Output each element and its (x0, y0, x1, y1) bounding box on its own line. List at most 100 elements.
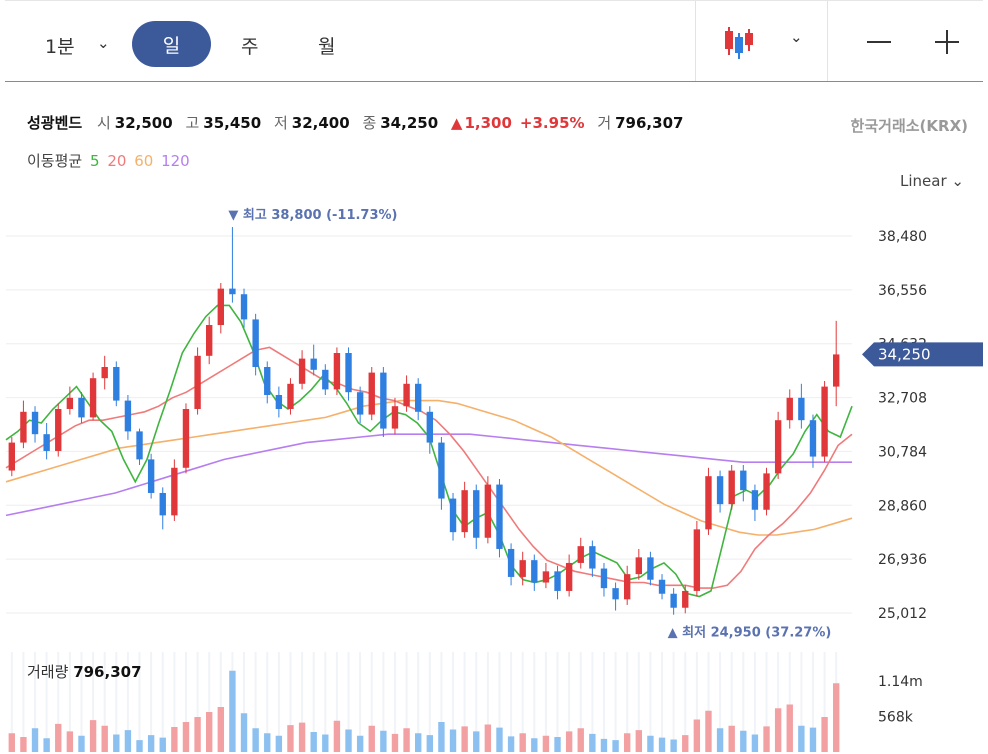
chevron-down-icon[interactable]: ⌄ (97, 34, 110, 52)
candle-body (821, 386, 828, 457)
candle-body (693, 529, 701, 591)
candle-body (182, 408, 190, 468)
volume-bar (182, 722, 190, 752)
volume-bar (415, 733, 422, 752)
volume-bar (461, 726, 468, 752)
candle-body (531, 560, 538, 583)
candle-body (322, 369, 329, 390)
volume-bar (264, 733, 271, 752)
y-tick-label: 38,480 (878, 229, 927, 245)
volume-bar (136, 740, 143, 752)
last-price-label: 34,250 (878, 345, 931, 363)
volume-bar (484, 724, 492, 752)
change-percent: +3.95% (519, 114, 585, 132)
volume-bar (589, 733, 596, 752)
open-value: 32,500 (114, 114, 173, 132)
volume-bar (333, 720, 341, 752)
volume-bar (693, 719, 701, 752)
candle-body (206, 325, 213, 356)
volume-bar (682, 735, 689, 752)
candle-body (264, 367, 271, 395)
y-tick-label: 36,556 (878, 283, 927, 299)
candle-body (658, 579, 666, 594)
candle-body (345, 353, 352, 393)
candle-body (751, 490, 759, 510)
volume-bar (774, 708, 782, 752)
candle-body (426, 411, 433, 443)
candle-body (786, 397, 793, 421)
candle-body (682, 590, 689, 608)
candle-body (833, 354, 840, 387)
volume-panel-value: 796,307 (73, 663, 142, 681)
zoom-out-icon[interactable] (865, 29, 893, 57)
volume-bar (624, 733, 631, 752)
volume-bar (113, 734, 120, 752)
exchange-label: 한국거래소(KRX) (850, 117, 968, 135)
candlestick-type-icon[interactable] (720, 23, 762, 63)
candle-body (391, 406, 399, 429)
candle-body (101, 367, 108, 379)
volume-bar (171, 727, 178, 752)
candle-body (647, 557, 654, 580)
interval-select[interactable]: 1분 (45, 36, 75, 58)
candle-body (507, 548, 515, 577)
chevron-down-icon: ⌄ (951, 172, 964, 190)
y-tick-label: 30,784 (878, 444, 927, 460)
candle-body (124, 400, 132, 432)
candle-body (43, 434, 50, 451)
volume-bar (716, 728, 724, 752)
chevron-down-icon[interactable]: ⌄ (790, 28, 803, 46)
ma-legend: 이동평균 5 20 60 120 (27, 150, 190, 171)
volume-bar (252, 728, 259, 752)
volume-bar (635, 730, 642, 752)
volume-bar (43, 738, 50, 752)
tab-week[interactable]: 주 (241, 36, 259, 58)
candle-body (519, 560, 526, 577)
scale-select[interactable]: Linear ⌄ (900, 172, 964, 190)
candle-body (275, 394, 283, 409)
tab-day[interactable]: 일 (132, 21, 211, 67)
candle-body (55, 408, 62, 451)
candle-body (415, 383, 422, 412)
candle-body (380, 372, 387, 429)
volume-bar (287, 725, 294, 752)
toolbar-divider (827, 1, 828, 81)
candle-body (194, 355, 201, 409)
candle-body (368, 372, 375, 415)
volume-bar (821, 717, 828, 752)
y-tick-label: 26,936 (878, 552, 927, 568)
stock-name: 성광벤드 (27, 114, 83, 132)
candle-body (333, 353, 341, 390)
candle-body (310, 358, 317, 370)
ma-legend-label: 이동평균 (27, 152, 83, 170)
volume-bar (55, 723, 62, 752)
volume-bar (322, 734, 329, 752)
low-label: 저 (273, 114, 288, 132)
volume-bar (426, 735, 433, 752)
volume-bar (449, 729, 457, 752)
candle-body (20, 411, 27, 443)
volume-bar (798, 725, 805, 752)
volume-bar (728, 725, 735, 752)
candle-body (705, 476, 712, 530)
candle-body (809, 420, 817, 457)
volume-bar (507, 736, 515, 752)
candle-body (89, 378, 97, 418)
candle-body (612, 588, 619, 600)
y-tick-label: 25,012 (878, 606, 927, 622)
volume-bar (8, 733, 15, 752)
candle-body (217, 288, 224, 326)
ma120-legend: 120 (161, 152, 190, 170)
volume-bar (240, 713, 248, 752)
candle-body (449, 498, 457, 533)
volume-bar (380, 730, 387, 752)
volume-bar (786, 704, 793, 752)
volume-bar (78, 735, 85, 752)
candle-body (461, 490, 468, 533)
volume-bar (473, 731, 480, 752)
ma20-line (5, 346, 853, 589)
candle-body (252, 319, 259, 368)
zoom-in-icon[interactable] (933, 29, 961, 57)
tab-month[interactable]: 월 (318, 36, 336, 58)
